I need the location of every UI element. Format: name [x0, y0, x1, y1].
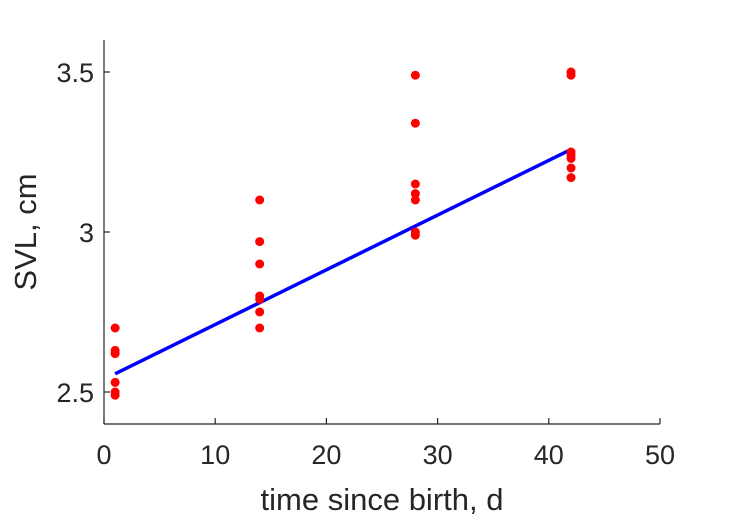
axes [103, 40, 660, 425]
data-point [410, 179, 420, 189]
data-point [255, 294, 265, 304]
y-axis-label: SVL, cm [8, 173, 43, 290]
data-point [566, 163, 576, 173]
data-point [110, 323, 120, 333]
data-point [255, 307, 265, 317]
x-ticks: 0 10 20 30 40 50 [96, 418, 675, 470]
x-tick-label: 10 [200, 440, 230, 470]
data-point [410, 70, 420, 80]
x-tick-label: 20 [311, 440, 341, 470]
data-point [410, 189, 420, 199]
data-point [110, 390, 120, 400]
x-tick-label: 40 [534, 440, 564, 470]
data-point [110, 377, 120, 387]
x-axis-label: time since birth, d [261, 482, 504, 517]
data-point [566, 70, 576, 80]
y-ticks: 2.5 3 3.5 [56, 58, 110, 408]
x-tick-label: 50 [645, 440, 675, 470]
fit-line [114, 147, 572, 376]
data-point [410, 230, 420, 240]
data-point [410, 195, 420, 205]
data-point [255, 195, 265, 205]
data-point [110, 349, 120, 359]
x-tick-label: 30 [423, 440, 453, 470]
y-tick-label: 2.5 [56, 378, 94, 408]
fit-lines [114, 147, 572, 376]
y-tick-label: 3 [79, 218, 94, 248]
data-point [566, 173, 576, 183]
data-points [110, 67, 576, 400]
data-point [566, 153, 576, 163]
data-point [255, 259, 265, 269]
x-tick-label: 0 [96, 440, 111, 470]
data-point [255, 323, 265, 333]
data-point [410, 118, 420, 128]
data-point [255, 237, 265, 247]
y-tick-label: 3.5 [56, 58, 94, 88]
